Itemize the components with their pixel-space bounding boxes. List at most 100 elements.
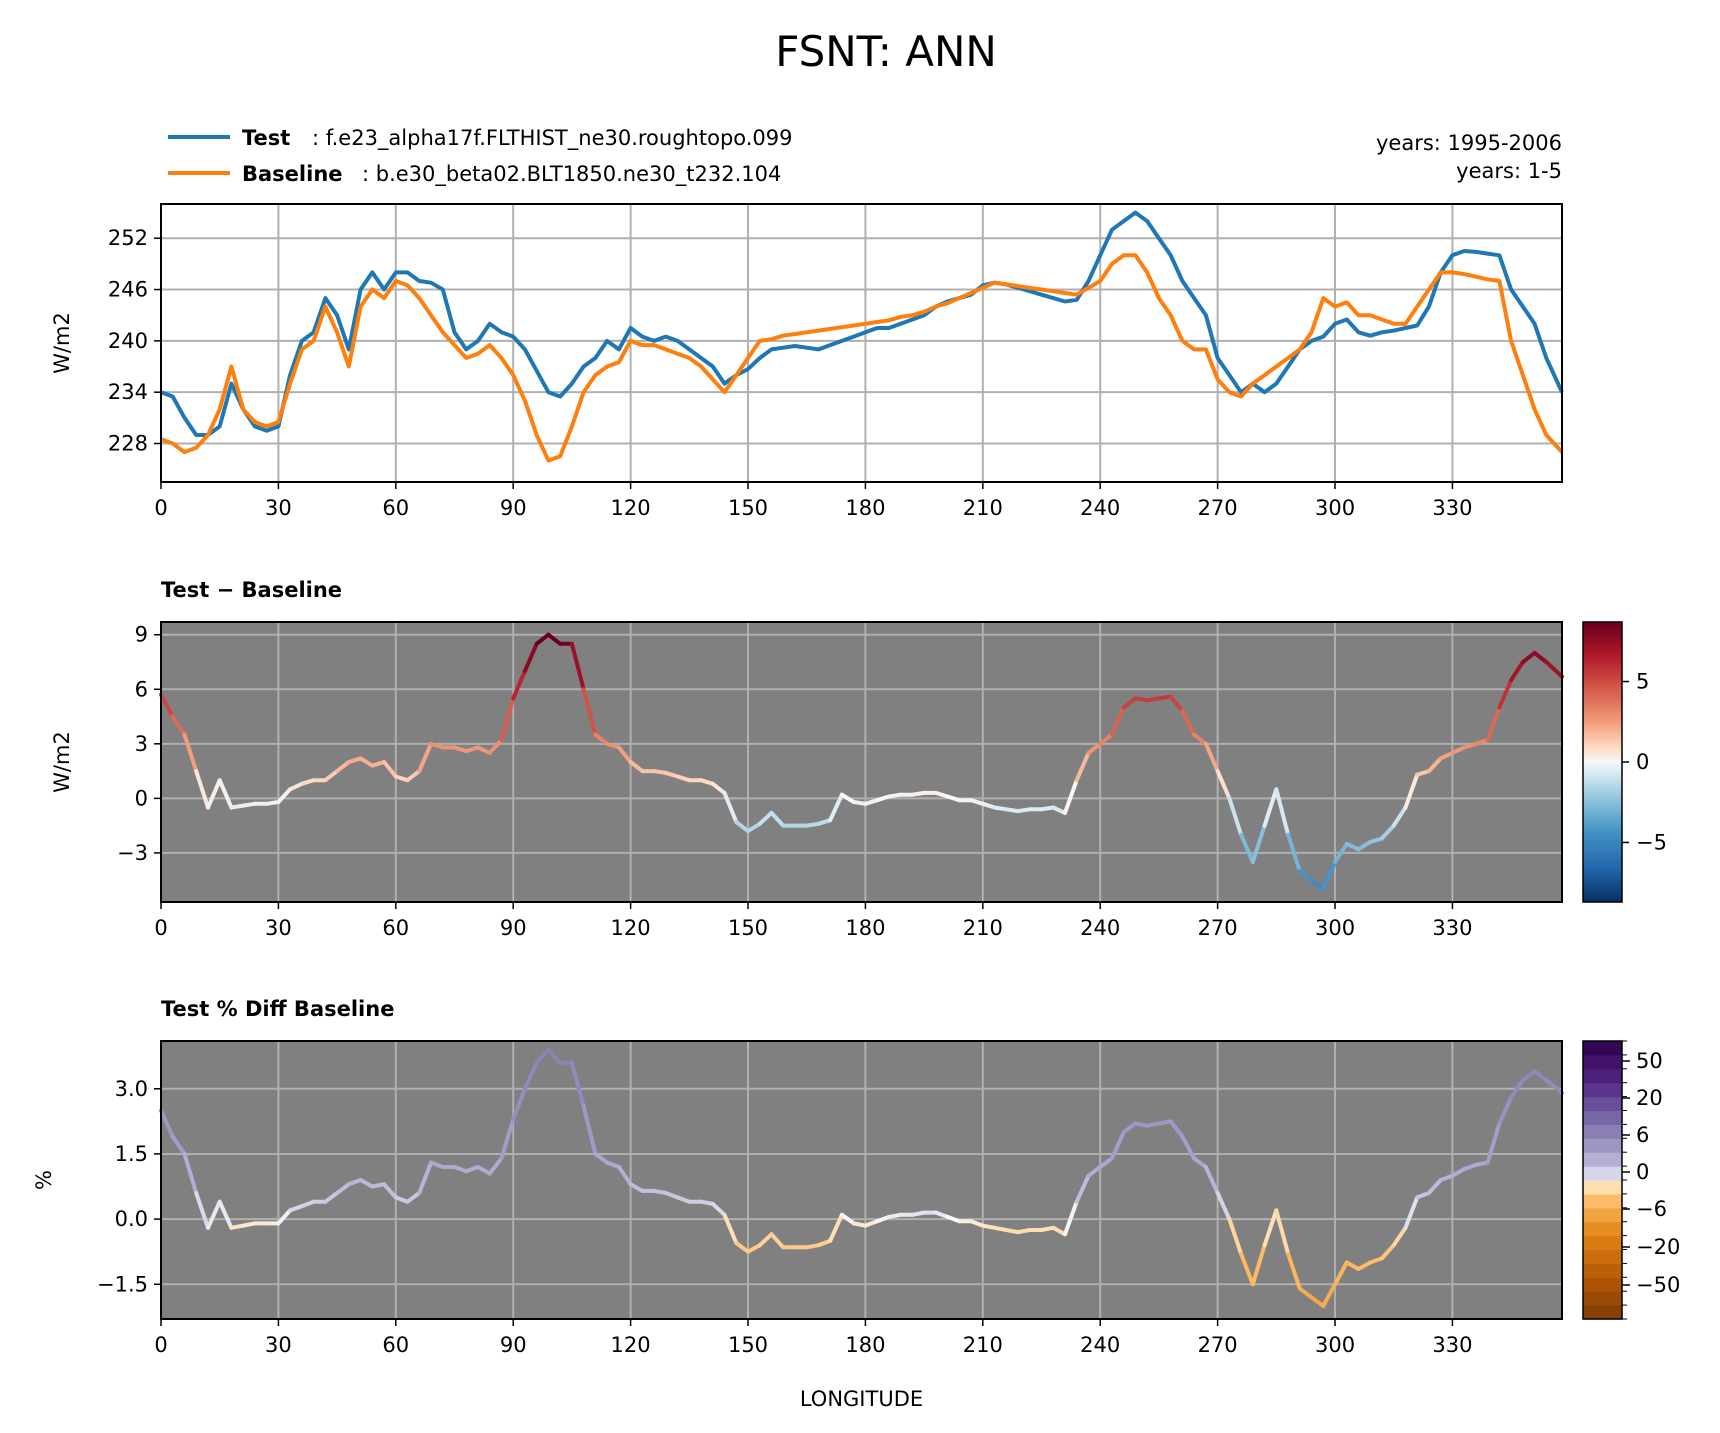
series-segment: [1215, 1191, 1232, 1222]
series-segment: [1426, 1178, 1443, 1195]
series-segment: [746, 821, 762, 834]
series-segment: [875, 794, 891, 803]
series-segment: [1473, 738, 1490, 746]
series-test-line: [160, 210, 1564, 437]
series-segment: [1203, 1165, 1220, 1195]
series-segment: [217, 778, 234, 810]
series-segment: [980, 1223, 997, 1230]
series-segment: [1074, 1173, 1091, 1204]
x-tick-label: 30: [265, 916, 292, 940]
series-segment: [534, 1047, 551, 1065]
colorbar-bin: [1583, 1138, 1622, 1153]
x-tick-label: 270: [1198, 1333, 1238, 1357]
y-axis-label: %: [32, 1170, 56, 1190]
series-segment: [828, 1212, 844, 1243]
colorbar-bin: [1583, 1180, 1622, 1195]
series-segment: [769, 810, 786, 828]
series-segment: [1098, 732, 1114, 746]
colorbar-tick-label: −6: [1636, 1197, 1667, 1221]
series-segment: [769, 1232, 786, 1250]
series-baseline-line: [160, 253, 1564, 463]
y-tick-label: 0: [135, 786, 148, 810]
series-segment: [569, 1060, 586, 1109]
x-tick-label: 150: [728, 916, 768, 940]
series-segment: [1121, 696, 1138, 710]
series-segment: [1039, 1225, 1056, 1232]
series-segment: [980, 801, 997, 810]
x-tick-label: 330: [1432, 496, 1472, 520]
series-segment: [1415, 1191, 1431, 1200]
x-tick-label: 240: [1080, 1333, 1120, 1357]
colorbar-difference-bar: [1582, 621, 1623, 903]
series-segment: [699, 778, 715, 786]
colorbar-difference: −5 0 5: [1582, 621, 1667, 903]
x-tick-label: 60: [382, 1333, 409, 1357]
years-test: years: 1995-2006: [1376, 131, 1562, 155]
colorbar-bin: [1583, 1193, 1622, 1209]
colorbar-bin: [1583, 1096, 1622, 1112]
series-segment: [1356, 840, 1373, 852]
plot-area: [161, 1041, 1562, 1319]
series-segment: [1497, 678, 1514, 710]
series-segment: [1485, 705, 1502, 743]
series-segment: [464, 745, 480, 754]
series-segment: [969, 798, 985, 806]
series-segment: [675, 774, 692, 783]
series-segment: [382, 760, 398, 779]
y-tick-label: 3.0: [115, 1077, 148, 1101]
series-segment: [1532, 1069, 1549, 1083]
series-segment: [1344, 841, 1361, 852]
series-segment: [1262, 1208, 1279, 1248]
series-segment: [1063, 1199, 1079, 1237]
series-segment: [393, 774, 410, 783]
series-segment: [816, 1238, 833, 1248]
series-segment: [1333, 1260, 1349, 1287]
panel-fsnt: 0 30 60 90 120 150 180 210 240 270 300 330 228 234 240…: [50, 203, 1564, 520]
panel-title: Test % Diff Baseline: [161, 997, 394, 1021]
series-segment: [1532, 650, 1549, 664]
series-segment: [933, 1210, 950, 1219]
series-segment: [229, 1223, 246, 1230]
series-segment: [405, 769, 422, 783]
series-segment: [1438, 750, 1455, 761]
series-segment: [816, 818, 833, 826]
series-segment: [534, 632, 551, 646]
series-segment: [1297, 1286, 1314, 1300]
figure-title: FSNT: ANN: [775, 27, 997, 76]
colorbar-bin: [1583, 1124, 1622, 1139]
series-segment: [839, 792, 856, 804]
series-segment: [722, 1212, 739, 1245]
series-segment: [276, 787, 293, 804]
series-segment: [405, 1191, 422, 1204]
series-segment: [875, 1214, 891, 1224]
series-segment: [757, 1232, 774, 1248]
x-tick-label: 300: [1315, 916, 1355, 940]
series-segment: [1203, 741, 1220, 774]
series-segment: [382, 1182, 398, 1200]
series-segment: [1180, 1134, 1197, 1161]
legend-test-desc: : f.e23_alpha17f.FLTHIST_ne30.roughtopo.…: [312, 126, 793, 151]
series-segment: [1544, 1078, 1564, 1096]
series-segment: [710, 781, 727, 795]
series-segment: [358, 756, 375, 768]
x-tick-label: 90: [500, 916, 527, 940]
series-segment: [1192, 732, 1208, 746]
colorbar-bin: [1583, 1054, 1622, 1070]
series-segment: [839, 1212, 856, 1226]
series-segment: [945, 794, 962, 803]
series-segment: [1544, 660, 1564, 679]
series-segment: [1192, 1156, 1208, 1169]
series-segment: [476, 1165, 492, 1176]
series-segment: [499, 1117, 516, 1161]
series-segment: [346, 756, 363, 764]
series-segment: [746, 1243, 762, 1254]
plot-area: [161, 204, 1562, 482]
series-segment: [581, 687, 598, 737]
series-segment: [217, 1199, 234, 1230]
plot-frame: [160, 621, 1563, 903]
series-segment: [206, 778, 222, 810]
x-tick-label: 210: [963, 916, 1003, 940]
series-segment: [182, 1151, 199, 1195]
legend-test-label: Test: [242, 126, 290, 150]
series-segment: [1098, 1156, 1114, 1169]
